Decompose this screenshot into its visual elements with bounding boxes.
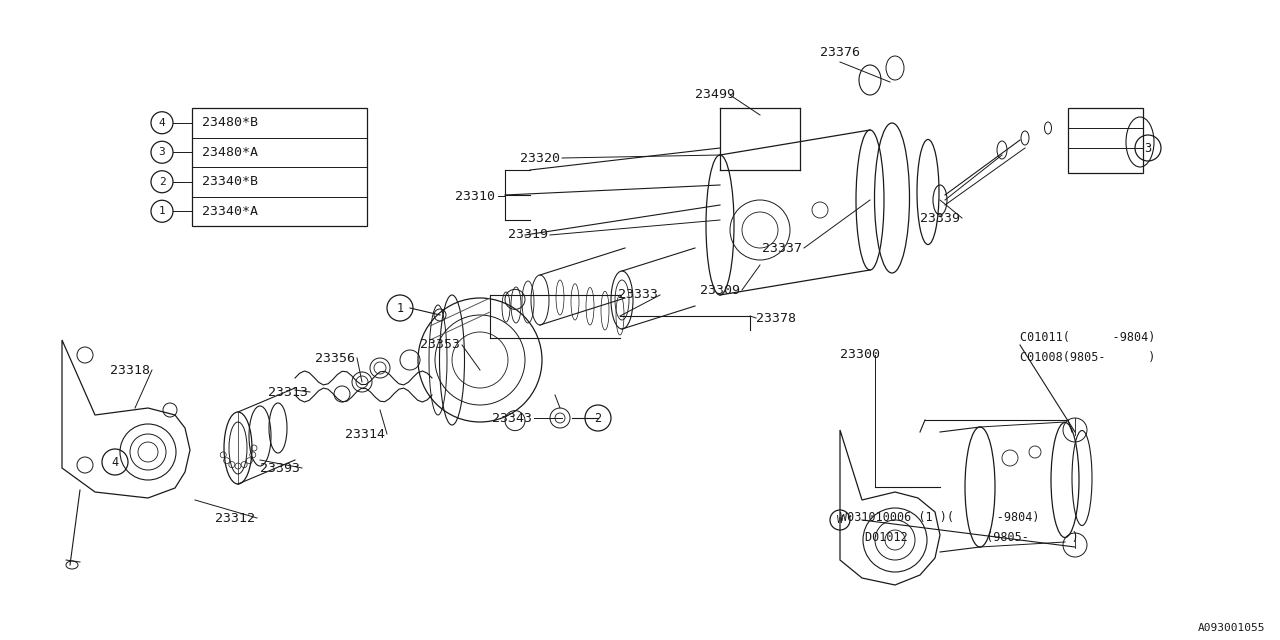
Text: 23339: 23339 [920,211,960,225]
Text: 23376: 23376 [820,45,860,58]
Text: 23378: 23378 [756,312,796,324]
Text: 4: 4 [159,118,165,128]
Text: 2: 2 [159,177,165,187]
Text: 23318: 23318 [110,364,150,376]
Text: 1: 1 [159,206,165,216]
Text: 3: 3 [159,147,165,157]
Text: 23340*A: 23340*A [202,205,259,218]
Text: 23356: 23356 [315,351,355,365]
Text: 23300: 23300 [840,349,881,362]
Text: 23499: 23499 [695,88,735,102]
Text: C01011(      -9804): C01011( -9804) [1020,332,1156,344]
Text: 3: 3 [1144,141,1152,154]
Text: 23310: 23310 [454,189,495,202]
Text: A093001055: A093001055 [1198,623,1265,633]
Text: 23393: 23393 [260,461,300,474]
Text: W: W [837,515,844,525]
Text: W031010006 (1 )(      -9804): W031010006 (1 )( -9804) [840,511,1039,525]
Text: 23314: 23314 [346,428,385,440]
Text: 23340*B: 23340*B [202,175,259,188]
Text: 23480*A: 23480*A [202,146,259,159]
Text: 23320: 23320 [520,152,561,164]
Text: 4: 4 [111,456,119,468]
Text: 23333: 23333 [618,289,658,301]
Text: 23343: 23343 [492,412,532,424]
Text: 23353: 23353 [420,339,460,351]
Text: 23480*B: 23480*B [202,116,259,129]
Bar [192,108,367,226]
Text: 23309: 23309 [700,284,740,296]
Bar [1068,108,1143,173]
Text: 2: 2 [594,412,602,424]
Text: 1: 1 [397,301,403,314]
Text: C01008(9805-      ): C01008(9805- ) [1020,351,1156,365]
Text: 23337: 23337 [762,241,803,255]
Text: 23313: 23313 [268,385,308,399]
Text: 23319: 23319 [508,228,548,241]
Text: 23312: 23312 [215,511,255,525]
Text: D01012           (9805-      ): D01012 (9805- ) [865,531,1079,545]
